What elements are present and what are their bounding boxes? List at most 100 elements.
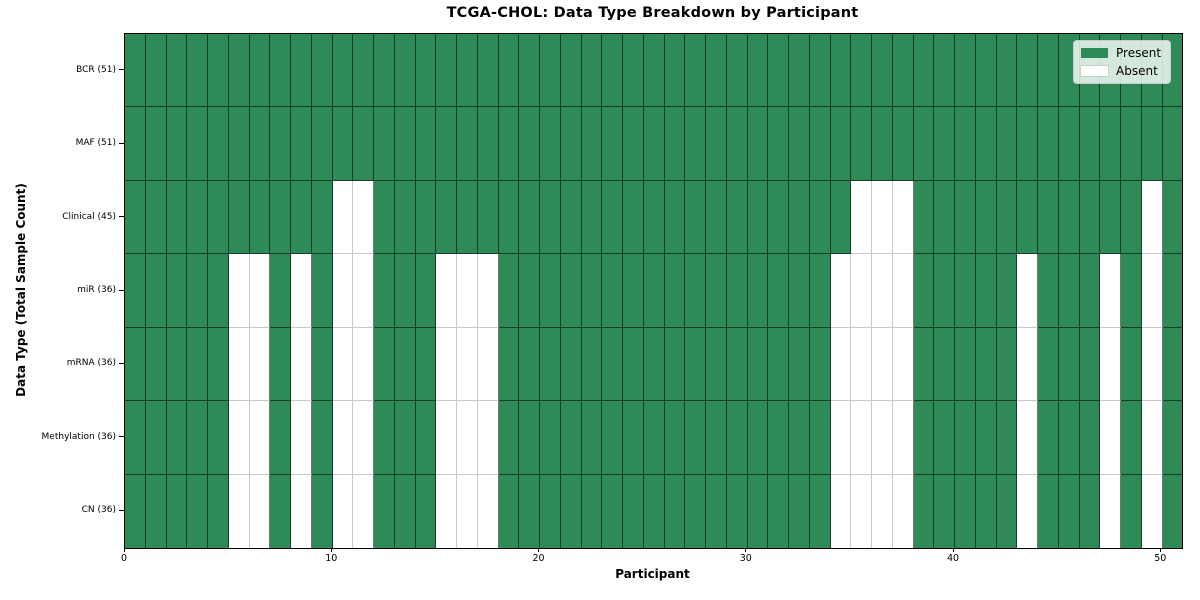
matrix-cell	[166, 474, 188, 548]
matrix-cell	[1100, 401, 1121, 475]
matrix-cell	[830, 474, 852, 548]
matrix-cell	[270, 180, 291, 255]
matrix-cell	[477, 107, 499, 181]
matrix-cell	[913, 474, 935, 548]
matrix-cell	[498, 254, 520, 328]
matrix-cell	[643, 107, 665, 181]
matrix-cell	[228, 474, 250, 548]
matrix-cell	[1121, 401, 1142, 475]
matrix-cell	[602, 254, 623, 328]
y-tick-mark	[119, 69, 124, 71]
matrix-cell	[436, 327, 457, 402]
matrix-cell	[291, 401, 312, 475]
matrix-cell	[789, 107, 810, 181]
matrix-cell	[498, 107, 520, 181]
matrix-cell	[291, 254, 312, 328]
matrix-cell	[851, 401, 872, 475]
matrix-cell	[1038, 327, 1059, 402]
matrix-cell	[457, 254, 478, 328]
matrix-cell	[1162, 254, 1183, 328]
x-axis-label: Participant	[615, 567, 690, 581]
matrix-cell	[1079, 327, 1101, 402]
matrix-cell	[1100, 180, 1121, 255]
matrix-cell	[955, 34, 976, 108]
matrix-cell	[747, 254, 769, 328]
x-tick-mark	[952, 548, 954, 552]
y-tick-mark	[119, 362, 124, 364]
matrix-cell	[975, 34, 997, 108]
matrix-cell	[602, 474, 623, 548]
matrix-cell	[726, 180, 748, 255]
matrix-cell	[1058, 401, 1080, 475]
matrix-cell	[643, 180, 665, 255]
matrix-cell	[166, 34, 188, 108]
matrix-cell	[996, 327, 1018, 402]
matrix-cell	[498, 474, 520, 548]
matrix-cell	[270, 254, 291, 328]
matrix-cell	[394, 474, 416, 548]
y-tick-mark	[119, 509, 124, 511]
matrix-cell	[934, 254, 955, 328]
matrix-cell	[1017, 180, 1038, 255]
y-tick-label: Clinical (45)	[62, 211, 116, 222]
matrix-cell	[685, 474, 706, 548]
matrix-cell	[768, 401, 789, 475]
matrix-cell	[374, 34, 395, 108]
matrix-cell	[602, 34, 623, 108]
matrix-cell	[851, 180, 872, 255]
matrix-cell	[789, 34, 810, 108]
matrix-cell	[996, 474, 1018, 548]
matrix-cell	[872, 327, 893, 402]
matrix-cell	[913, 107, 935, 181]
matrix-cell	[519, 254, 540, 328]
matrix-cell	[498, 34, 520, 108]
y-tick-mark	[119, 436, 124, 438]
matrix-cell	[1162, 327, 1183, 402]
matrix-cell	[540, 34, 561, 108]
matrix-cell	[892, 474, 914, 548]
matrix-cell	[685, 327, 706, 402]
matrix-cell	[726, 327, 748, 402]
matrix-cell	[270, 34, 291, 108]
matrix-cell	[1017, 107, 1038, 181]
x-tick-label: 10	[325, 553, 338, 564]
matrix-cell	[706, 474, 727, 548]
matrix-cell	[1017, 327, 1038, 402]
matrix-cell	[685, 107, 706, 181]
matrix-cell	[394, 107, 416, 181]
matrix-cell	[457, 107, 478, 181]
matrix-cell	[1162, 107, 1183, 181]
legend-label-present: Present	[1116, 46, 1162, 60]
matrix-cell	[415, 107, 437, 181]
y-tick-mark	[119, 142, 124, 144]
matrix-cell	[602, 180, 623, 255]
matrix-cell	[291, 474, 312, 548]
matrix-cell	[291, 107, 312, 181]
matrix-cell	[830, 327, 852, 402]
matrix-cell	[913, 34, 935, 108]
matrix-cell	[602, 107, 623, 181]
matrix-cell	[166, 401, 188, 475]
x-tick-mark	[330, 548, 332, 552]
matrix-cell	[892, 34, 914, 108]
matrix-cell	[145, 327, 167, 402]
matrix-cell	[872, 180, 893, 255]
matrix-cell	[892, 180, 914, 255]
matrix-cell	[311, 401, 333, 475]
legend-entry-present: Present	[1081, 46, 1161, 60]
matrix-cell	[643, 34, 665, 108]
matrix-cell	[726, 34, 748, 108]
matrix-cell	[311, 327, 333, 402]
matrix-cell	[1038, 180, 1059, 255]
matrix-cell	[145, 401, 167, 475]
matrix-cell	[560, 401, 582, 475]
matrix-cell	[560, 34, 582, 108]
matrix-row	[125, 474, 1183, 548]
matrix-cell	[643, 254, 665, 328]
matrix-cell	[477, 34, 499, 108]
matrix-cell	[374, 107, 395, 181]
matrix-cell	[809, 401, 831, 475]
matrix-cell	[768, 180, 789, 255]
matrix-cell	[519, 474, 540, 548]
matrix-cell	[519, 401, 540, 475]
